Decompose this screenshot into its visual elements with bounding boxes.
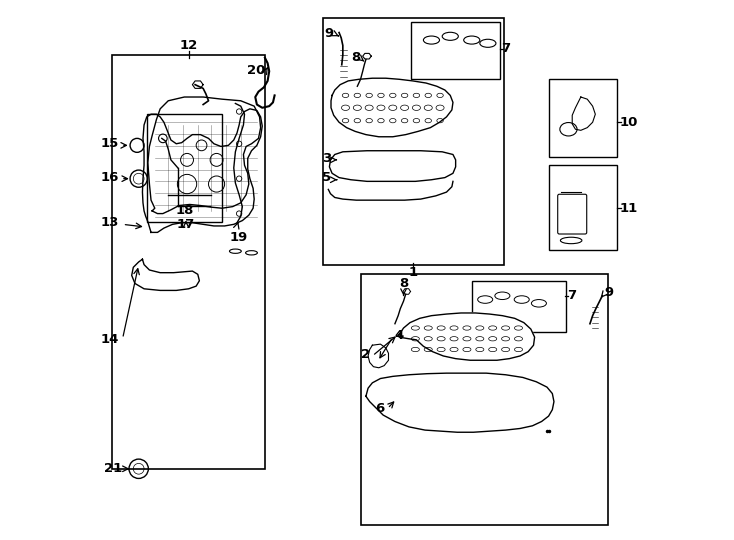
Text: 8: 8 xyxy=(399,278,408,291)
Text: 4: 4 xyxy=(395,329,404,342)
Text: 10: 10 xyxy=(619,116,638,129)
Text: 14: 14 xyxy=(101,333,119,346)
Text: 19: 19 xyxy=(230,231,248,244)
Text: 7: 7 xyxy=(567,289,576,302)
Bar xyxy=(112,55,265,469)
Bar xyxy=(548,165,617,249)
Text: 12: 12 xyxy=(180,39,197,52)
Text: 15: 15 xyxy=(101,137,119,150)
Text: 6: 6 xyxy=(375,402,384,415)
Text: 8: 8 xyxy=(352,51,360,64)
Polygon shape xyxy=(331,78,453,137)
Bar xyxy=(323,17,504,265)
Bar xyxy=(472,281,566,332)
Text: 13: 13 xyxy=(101,216,119,229)
Text: 16: 16 xyxy=(101,171,119,184)
Bar xyxy=(147,114,222,221)
Text: 21: 21 xyxy=(104,462,123,475)
Text: 3: 3 xyxy=(321,152,331,165)
Bar xyxy=(548,79,617,157)
Text: 5: 5 xyxy=(322,171,331,184)
Text: 17: 17 xyxy=(177,218,195,231)
Text: 1: 1 xyxy=(408,266,417,279)
Text: 7: 7 xyxy=(501,42,510,55)
Polygon shape xyxy=(398,313,534,360)
Text: 11: 11 xyxy=(619,202,638,215)
Bar xyxy=(411,22,501,79)
Text: 9: 9 xyxy=(605,286,614,299)
Text: 9: 9 xyxy=(324,27,334,40)
Bar xyxy=(360,274,608,525)
Text: 18: 18 xyxy=(175,205,194,218)
Text: 20: 20 xyxy=(247,64,265,77)
Text: 2: 2 xyxy=(360,348,370,361)
